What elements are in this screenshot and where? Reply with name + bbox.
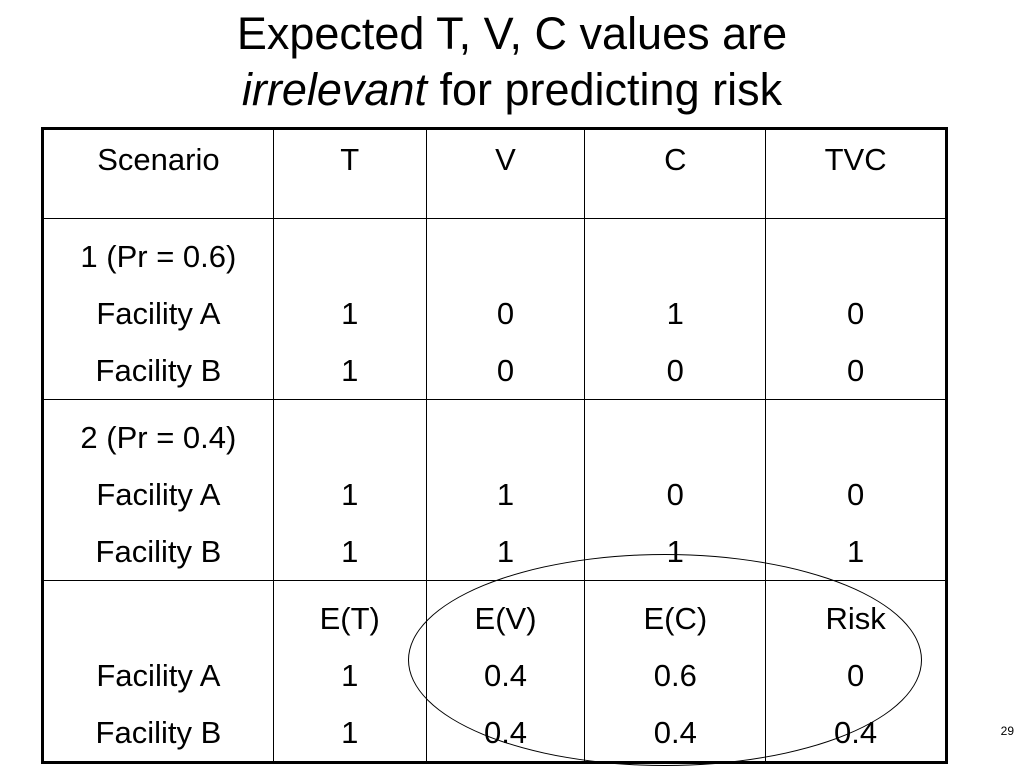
table-cell: E(V): [474, 601, 537, 636]
group-column: Facility A Facility B: [42, 580, 274, 763]
table-cell: [766, 409, 945, 466]
table-cell: 0: [846, 353, 865, 388]
group-column: Risk 0 0.4: [765, 580, 947, 763]
table-cell: Facility B: [95, 715, 222, 750]
table-cell: 0: [846, 296, 865, 331]
table-cell: Facility B: [95, 534, 222, 569]
table-cell: 1: [341, 296, 359, 331]
table-cell: 1 (Pr = 0.6): [80, 239, 237, 274]
table-cell: 1: [341, 715, 359, 750]
table-cell: 0.6: [653, 658, 697, 693]
group-column: 1 1: [425, 399, 585, 581]
table-cell: 2 (Pr = 0.4): [80, 420, 237, 455]
group-column: E(C) 0.6 0.4: [584, 580, 766, 763]
header-cell: V: [425, 128, 585, 219]
table-cell: 1: [666, 296, 684, 331]
group-column: 1 1: [272, 218, 427, 400]
slide-title: Expected T, V, C values are irrelevant f…: [0, 6, 1024, 118]
table-cell: [44, 590, 273, 647]
table-cell: Facility A: [96, 477, 221, 512]
expected-values-group: Facility A Facility B E(T) 1 1 E(V) 0.4 …: [42, 580, 947, 763]
table-cell: 1: [341, 353, 359, 388]
title-line-2-rest: for predicting risk: [426, 64, 783, 115]
table-cell: E(C): [643, 601, 708, 636]
table-cell: [274, 228, 426, 285]
scenario-2-group: 2 (Pr = 0.4) Facility A Facility B 1 1 1…: [42, 399, 947, 581]
table-cell: Facility A: [96, 296, 221, 331]
header-cell: Scenario: [97, 142, 220, 177]
table-cell: [427, 228, 585, 285]
group-column: E(T) 1 1: [272, 580, 427, 763]
table-cell: 0: [496, 296, 515, 331]
risk-table: Scenario T V C TVC 1 (Pr = 0.6) Facility…: [41, 127, 948, 764]
table-cell: 0.4: [834, 715, 878, 750]
header-cell: C: [584, 128, 766, 219]
header-cell: T: [272, 128, 427, 219]
table-cell: 1: [496, 477, 515, 512]
table-cell: 1: [496, 534, 515, 569]
page-number: 29: [1000, 724, 1014, 738]
group-column: 2 (Pr = 0.4) Facility A Facility B: [42, 399, 274, 581]
table-cell: E(T): [319, 601, 380, 636]
title-line-2: irrelevant for predicting risk: [0, 62, 1024, 118]
table-cell: [766, 228, 945, 285]
table-cell: 0.4: [483, 715, 528, 750]
table-cell: 0: [666, 477, 684, 512]
header-cell: TVC: [765, 128, 947, 219]
table-cell: 0.4: [653, 715, 697, 750]
table-cell: [585, 409, 765, 466]
table-cell: Facility A: [96, 658, 221, 693]
table-cell: 0.4: [483, 658, 528, 693]
group-column: 0 0: [765, 218, 947, 400]
group-column: E(V) 0.4 0.4: [425, 580, 585, 763]
title-line-1: Expected T, V, C values are: [236, 8, 788, 59]
header-row: Scenario T V C TVC: [43, 128, 947, 219]
group-column: 0 1: [765, 399, 947, 581]
title-emphasis: irrelevant: [241, 64, 427, 115]
table-cell: 1: [846, 534, 865, 569]
table-cell: 0: [496, 353, 515, 388]
table-cell: 1: [341, 534, 359, 569]
group-column: 1 (Pr = 0.6) Facility A Facility B: [42, 218, 274, 400]
scenario-1-group: 1 (Pr = 0.6) Facility A Facility B 1 1 0…: [42, 218, 947, 400]
group-column: 0 0: [425, 218, 585, 400]
table-cell: [585, 228, 765, 285]
table-cell: 1: [341, 658, 359, 693]
table-cell: 1: [666, 534, 684, 569]
table-cell: Facility B: [95, 353, 222, 388]
table-cell: 1: [341, 477, 359, 512]
group-column: 1 1: [272, 399, 427, 581]
table-cell: Risk: [825, 601, 886, 636]
table-cell: 0: [846, 477, 865, 512]
table-cell: 0: [666, 353, 684, 388]
group-column: 1 0: [584, 218, 766, 400]
table-cell: 0: [846, 658, 865, 693]
table-cell: [274, 409, 426, 466]
table-cell: [427, 409, 585, 466]
group-column: 0 1: [584, 399, 766, 581]
